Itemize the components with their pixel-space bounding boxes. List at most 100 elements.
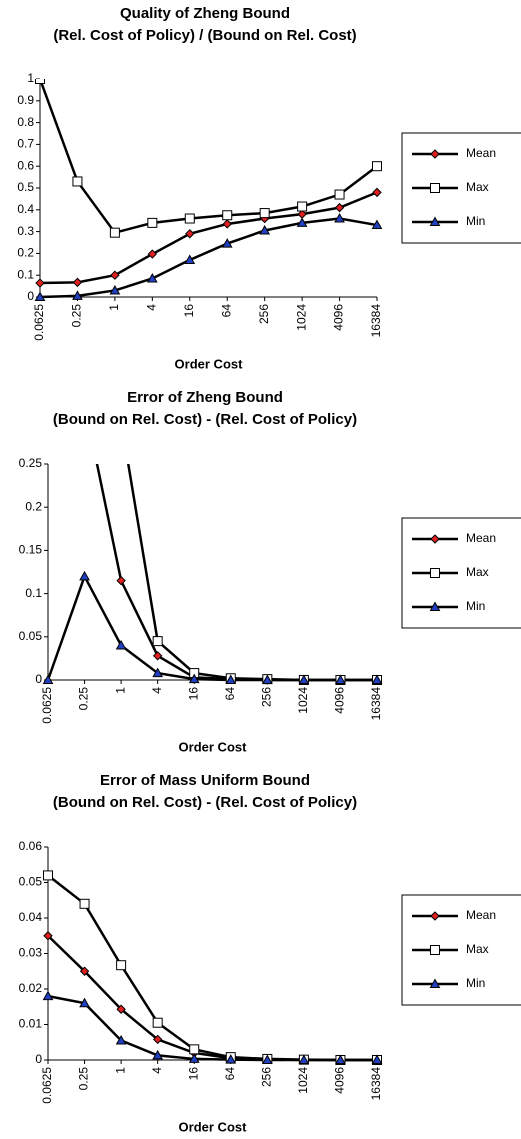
marker bbox=[42, 674, 54, 684]
marker bbox=[335, 674, 346, 684]
x-tick-label: 64 bbox=[223, 687, 237, 701]
y-tick-label: 0.05 bbox=[19, 875, 43, 889]
legend-label: Min bbox=[466, 214, 485, 228]
x-tick-label: 0.0625 bbox=[40, 687, 54, 724]
series-line bbox=[38, 79, 378, 235]
chart: Quality of Zheng Bound (Rel. Cost of Poli… bbox=[17, 5, 521, 371]
chart-subtitle: (Bound on Rel. Cost) - (Rel. Cost of Pol… bbox=[53, 411, 357, 428]
marker bbox=[79, 898, 90, 909]
y-tick-label: 0.03 bbox=[19, 946, 43, 960]
chart-subtitle: (Rel. Cost of Policy) / (Bound on Rel. C… bbox=[53, 27, 356, 44]
marker bbox=[371, 1054, 383, 1064]
x-tick-label: 0.25 bbox=[77, 1067, 91, 1091]
marker bbox=[297, 201, 308, 212]
chart-title: Error of Zheng Bound bbox=[127, 389, 283, 406]
marker bbox=[35, 278, 45, 288]
marker bbox=[188, 673, 200, 684]
x-tick-label: 0.0625 bbox=[32, 304, 46, 341]
marker bbox=[189, 1044, 200, 1055]
marker bbox=[116, 1004, 126, 1014]
marker bbox=[222, 210, 233, 221]
series-line bbox=[47, 934, 377, 1062]
marker bbox=[79, 966, 90, 976]
y-tick-label: 0.8 bbox=[17, 115, 34, 129]
chart-title: Quality of Zheng Bound bbox=[120, 5, 290, 22]
marker bbox=[81, 400, 89, 408]
x-axis-label: Order Cost bbox=[179, 1119, 248, 1134]
marker bbox=[110, 270, 120, 280]
marker bbox=[298, 674, 310, 684]
marker bbox=[259, 224, 271, 235]
marker bbox=[116, 960, 127, 971]
y-tick-label: 0.15 bbox=[19, 543, 43, 557]
marker bbox=[147, 217, 158, 228]
marker bbox=[430, 945, 440, 955]
y-tick-label: 0.2 bbox=[17, 246, 34, 260]
marker bbox=[430, 534, 440, 544]
marker bbox=[109, 227, 120, 238]
x-axis-label: Order Cost bbox=[179, 739, 248, 754]
marker bbox=[115, 639, 127, 650]
chart-title: Error of Mass Uniform Bound bbox=[100, 772, 310, 789]
y-tick-label: 0.02 bbox=[19, 981, 43, 995]
x-tick-label: 16 bbox=[186, 687, 200, 701]
marker bbox=[371, 674, 383, 684]
y-tick-label: 0.9 bbox=[17, 93, 34, 107]
marker bbox=[334, 213, 345, 223]
x-tick-label: 0.0625 bbox=[40, 1067, 54, 1104]
marker bbox=[147, 249, 158, 259]
x-tick-label: 4096 bbox=[333, 1067, 347, 1094]
legend-label: Max bbox=[466, 180, 489, 194]
y-tick-label: 0.1 bbox=[25, 586, 42, 600]
marker bbox=[34, 291, 46, 301]
y-tick-label: 0 bbox=[35, 1052, 42, 1066]
marker bbox=[430, 183, 440, 193]
legend-label: Min bbox=[466, 599, 485, 613]
y-tick-label: 0.25 bbox=[19, 456, 43, 470]
marker bbox=[259, 208, 270, 219]
marker bbox=[109, 284, 121, 295]
x-tick-label: 16384 bbox=[369, 687, 383, 721]
x-tick-label: 1 bbox=[113, 687, 127, 694]
marker bbox=[188, 1053, 200, 1063]
marker bbox=[152, 1034, 163, 1045]
plot bbox=[42, 870, 383, 1065]
x-tick-label: 0.25 bbox=[77, 687, 91, 711]
x-tick-label: 1 bbox=[107, 304, 121, 311]
y-tick-label: 0.05 bbox=[19, 629, 43, 643]
series-line bbox=[39, 191, 378, 285]
x-tick-label: 4096 bbox=[332, 304, 346, 331]
y-tick-label: 0.01 bbox=[19, 1017, 43, 1031]
x-tick-label: 1024 bbox=[296, 687, 310, 714]
x-tick-label: 1024 bbox=[296, 1067, 310, 1094]
y-tick-label: 0.4 bbox=[17, 202, 34, 216]
marker bbox=[221, 238, 233, 248]
legend-label: Mean bbox=[466, 146, 496, 160]
marker bbox=[152, 667, 164, 678]
legend-label: Max bbox=[466, 942, 489, 956]
marker bbox=[72, 176, 83, 187]
y-tick-label: 0.04 bbox=[19, 910, 43, 924]
marker bbox=[372, 161, 382, 172]
marker bbox=[296, 217, 308, 227]
x-tick-label: 64 bbox=[223, 1067, 237, 1081]
marker bbox=[152, 636, 163, 647]
marker bbox=[152, 1049, 164, 1060]
marker bbox=[43, 870, 53, 881]
marker bbox=[116, 575, 126, 586]
marker bbox=[72, 277, 83, 288]
chart-subtitle: (Bound on Rel. Cost) - (Rel. Cost of Pol… bbox=[53, 794, 357, 811]
marker bbox=[79, 570, 90, 581]
x-tick-label: 0.25 bbox=[70, 304, 84, 328]
legend-label: Mean bbox=[466, 531, 496, 545]
marker bbox=[43, 931, 53, 941]
marker bbox=[334, 189, 345, 200]
marker bbox=[430, 568, 440, 578]
legend-label: Max bbox=[466, 565, 489, 579]
x-tick-label: 1 bbox=[113, 1067, 127, 1074]
x-tick-label: 4 bbox=[145, 304, 159, 311]
marker bbox=[184, 254, 196, 264]
x-axis-label: Order Cost bbox=[175, 356, 244, 371]
marker bbox=[185, 229, 195, 239]
plot bbox=[34, 79, 383, 301]
